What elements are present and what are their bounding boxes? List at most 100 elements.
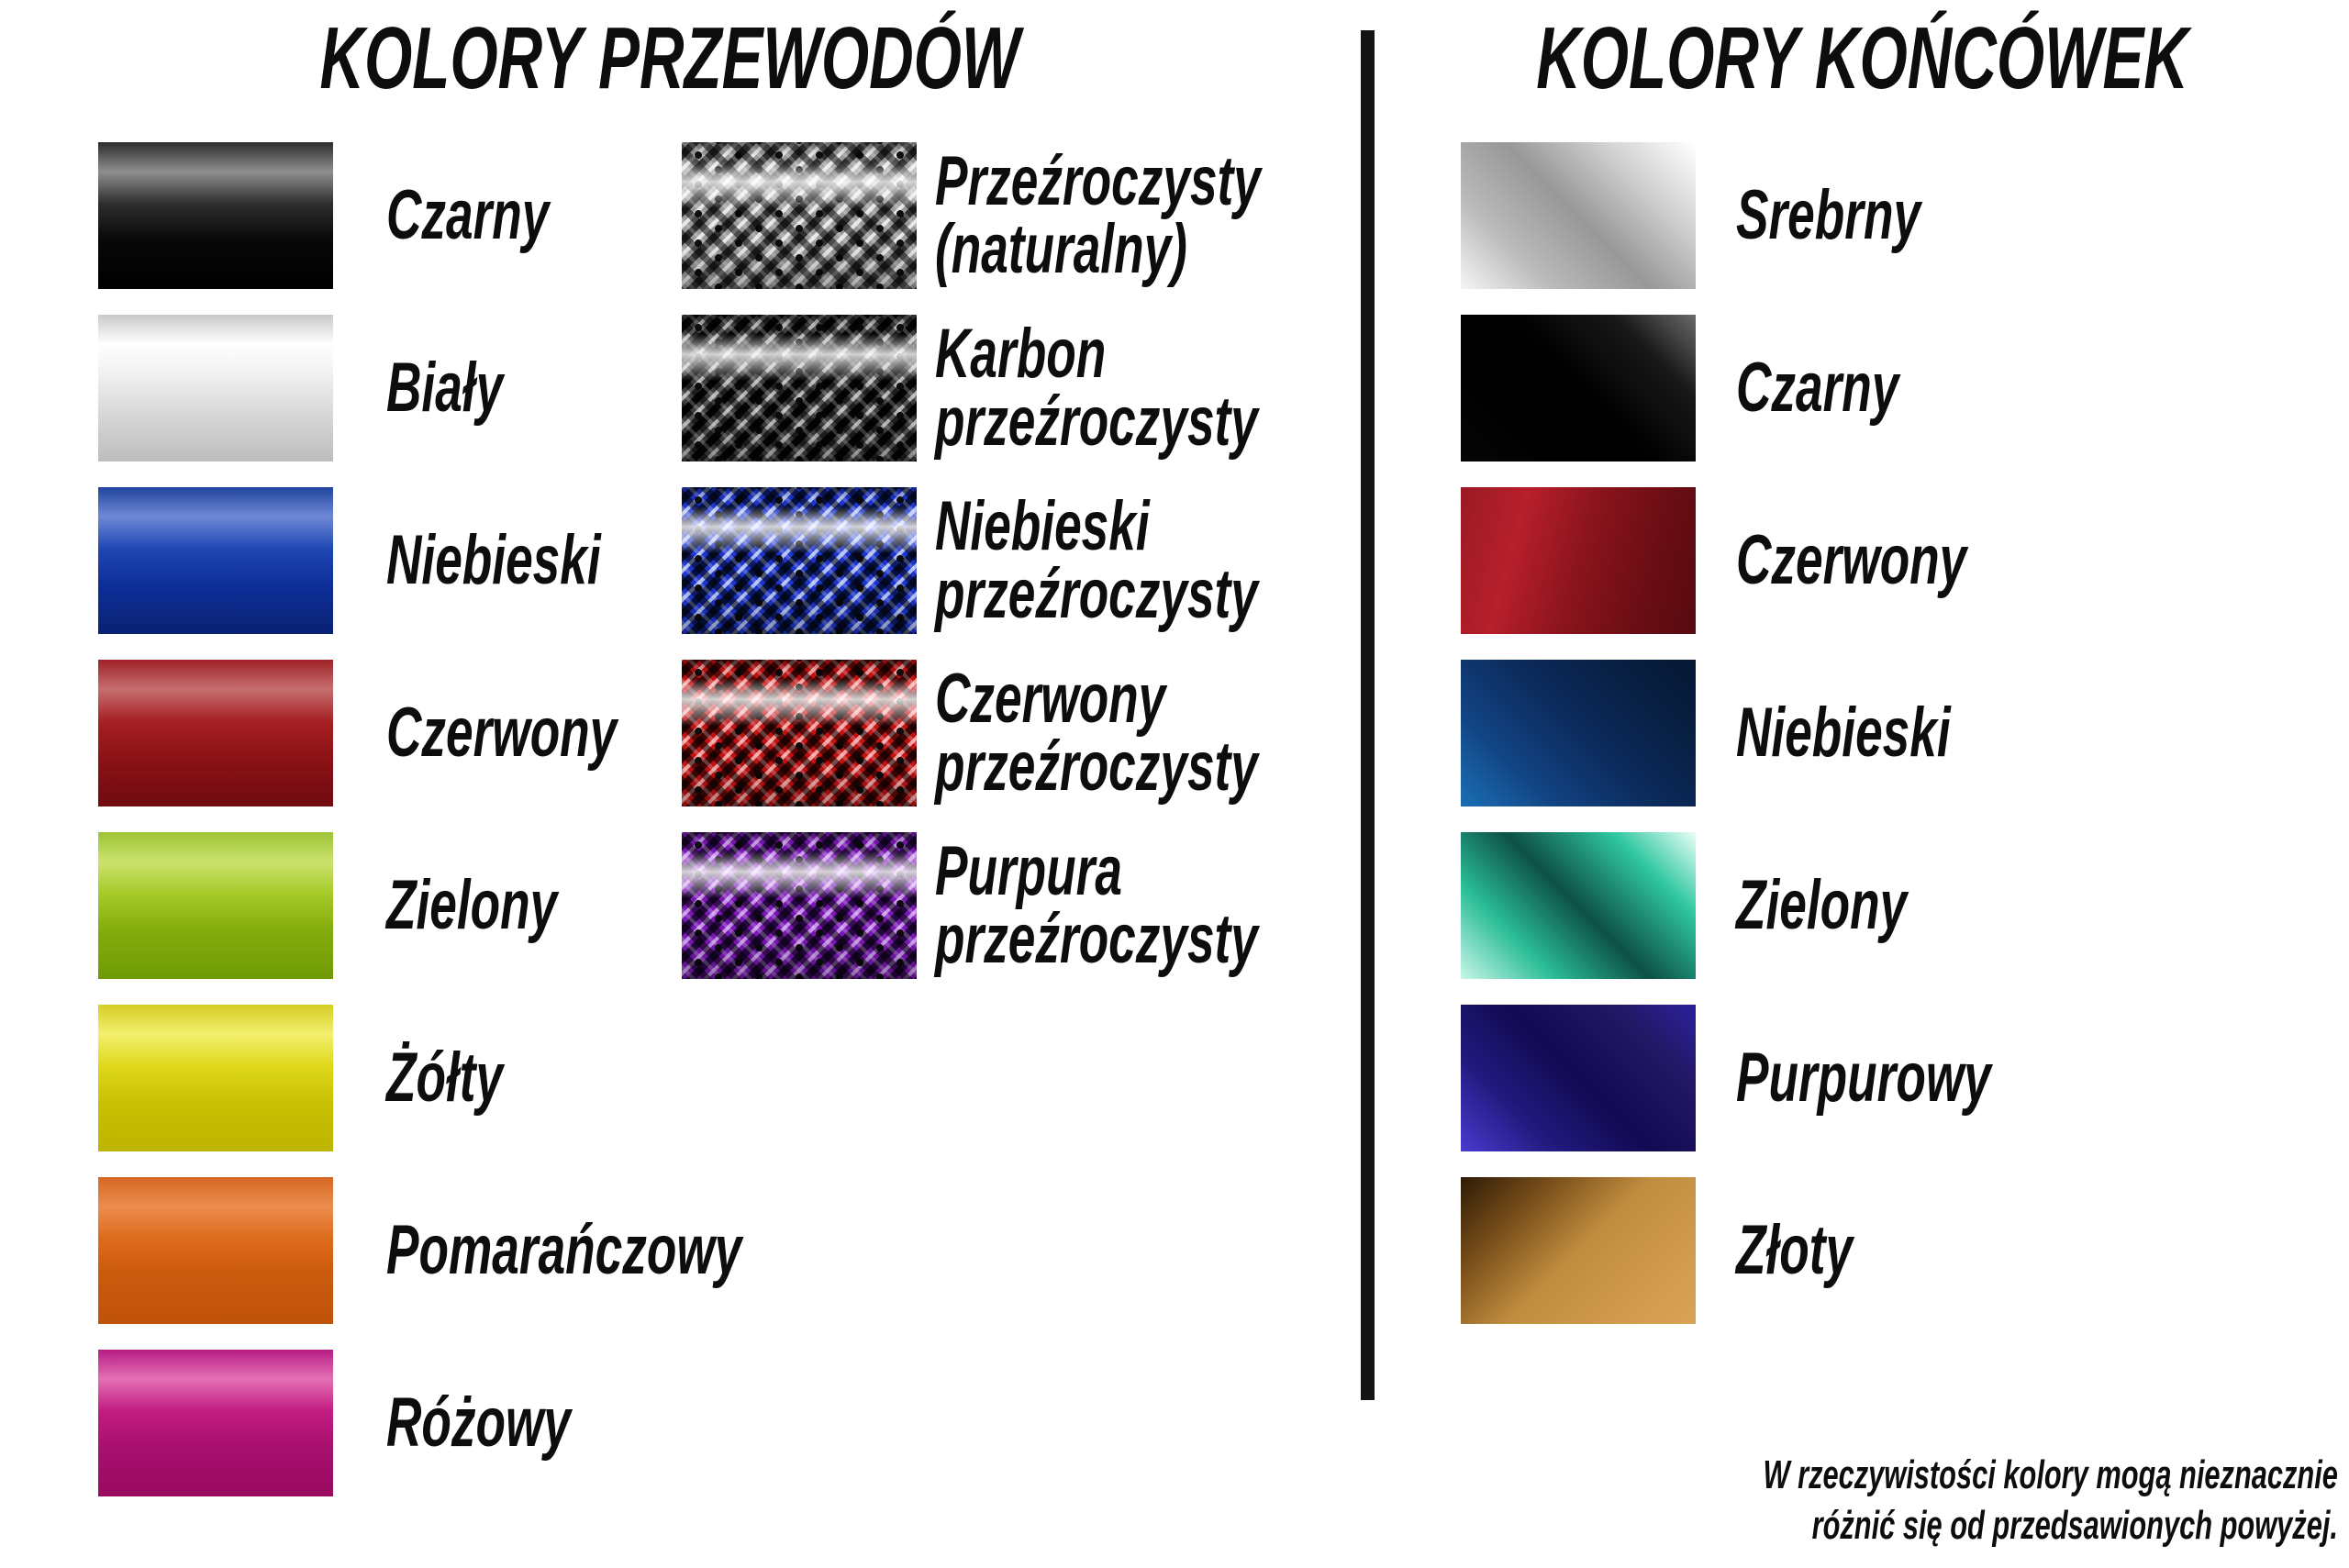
color-label-text: Pomarańczowy	[386, 1210, 742, 1289]
wire-solid-color-list: Czarny Biały Niebieski Czerwony Zielony …	[98, 142, 894, 1496]
color-label-text: Karbon przeźroczysty	[935, 314, 1258, 461]
tips-section-title: KOLORY KOŃCÓWEK	[1376, 15, 2349, 103]
wire-braided-color-list: Przeźroczysty (naturalny) Karbon przeźrocz…	[682, 142, 1400, 979]
color-row-zolty: Żółty	[98, 1005, 894, 1151]
color-label-line1: Czerwony	[935, 659, 1166, 738]
color-label-text: Zielony	[386, 865, 558, 944]
color-row-czerwony-tip: Czerwony	[1461, 487, 2100, 634]
color-label: Przeźroczysty (naturalny)	[935, 141, 1400, 288]
color-label: Czerwony	[386, 693, 716, 772]
color-row-bialy: Biały	[98, 315, 894, 462]
color-label-line2: przeźroczysty	[935, 900, 1258, 978]
color-label-line2: (naturalny)	[935, 210, 1187, 288]
color-disclaimer-text: W rzeczywistości kolory mogą nieznacznie…	[1764, 1450, 2338, 1551]
color-label: Złoty	[1736, 1210, 1903, 1289]
tip-swatch-czerwony	[1461, 487, 1696, 634]
color-label: Pomarańczowy	[386, 1210, 894, 1289]
color-label-text: Zielony	[1736, 865, 1908, 944]
color-row-czerwony-przezroczysty: Czerwony przeźroczysty	[682, 660, 1400, 806]
braid-swatch-niebieski	[682, 487, 917, 634]
braid-swatch-przezroczysty	[682, 142, 917, 289]
color-label: Różowy	[386, 1383, 650, 1462]
braid-swatch-karbon	[682, 315, 917, 462]
color-row-czarny-tip: Czarny	[1461, 315, 2100, 462]
color-row-zielony-tip: Zielony	[1461, 832, 2100, 979]
color-label-text: Żółty	[386, 1038, 504, 1117]
color-row-czarny: Czarny	[98, 142, 894, 289]
color-label-line2: przeźroczysty	[935, 555, 1258, 633]
wire-swatch-czerwony	[98, 660, 333, 806]
color-label: Czarny	[1736, 348, 1968, 427]
color-label-text: Czerwony przeźroczysty	[935, 659, 1258, 806]
tip-swatch-niebieski	[1461, 660, 1696, 806]
color-label-text: Różowy	[386, 1383, 571, 1462]
color-label: Karbon przeźroczysty	[935, 314, 1397, 461]
color-label-text: Biały	[386, 348, 504, 427]
color-label-text: Niebieski	[386, 520, 601, 599]
wire-swatch-bialy	[98, 315, 333, 462]
section-divider	[1361, 30, 1375, 1400]
color-label: Srebrny	[1736, 175, 1999, 254]
color-label-text: Czarny	[386, 175, 550, 254]
color-label: Czerwony przeźroczysty	[935, 659, 1397, 806]
color-label: Czerwony	[1736, 520, 2065, 599]
color-row-karbon-przezroczysty: Karbon przeźroczysty	[682, 315, 1400, 462]
color-row-czerwony: Czerwony	[98, 660, 894, 806]
tip-swatch-zloty	[1461, 1177, 1696, 1324]
color-disclaimer-note: W rzeczywistości kolory mogą nieznacznie…	[1145, 1450, 2338, 1551]
wires-section-title-text: KOLORY PRZEWODÓW	[319, 9, 1020, 107]
color-row-rozowy: Różowy	[98, 1350, 894, 1496]
color-label-line1: Purpura	[935, 831, 1122, 910]
disclaimer-line1: W rzeczywistości kolory mogą nieznacznie	[1763, 1452, 2338, 1497]
color-row-purpurowy-tip: Purpurowy	[1461, 1005, 2100, 1151]
color-row-niebieski: Niebieski	[98, 487, 894, 634]
color-label: Purpurowy	[1736, 1042, 2100, 1112]
color-label-text: Niebieski przeźroczysty	[935, 486, 1258, 633]
color-label: Czarny	[386, 175, 618, 254]
tips-section-title-text: KOLORY KOŃCÓWEK	[1536, 9, 2189, 107]
wires-section-title: KOLORY PRZEWODÓW	[0, 15, 1340, 103]
color-label: Zielony	[386, 865, 630, 944]
color-label-text: Czarny	[1736, 348, 1899, 427]
color-label: Niebieski	[1736, 693, 2043, 772]
color-label-text: Czerwony	[386, 693, 618, 772]
wire-swatch-pomaranczowy	[98, 1177, 333, 1324]
color-row-przezroczysty-naturalny: Przeźroczysty (naturalny)	[682, 142, 1400, 289]
color-label-text: Złoty	[1736, 1210, 1854, 1289]
color-label-line2: przeźroczysty	[935, 728, 1258, 806]
color-row-srebrny: Srebrny	[1461, 142, 2100, 289]
color-row-niebieski-tip: Niebieski	[1461, 660, 2100, 806]
braid-swatch-purpura	[682, 832, 917, 979]
color-label-text: Srebrny	[1736, 175, 1921, 254]
color-label-line1: Niebieski	[935, 486, 1150, 565]
color-label: Purpura przeźroczysty	[935, 831, 1397, 978]
tip-swatch-srebrny	[1461, 142, 1696, 289]
color-row-zloty-tip: Złoty	[1461, 1177, 2100, 1324]
wire-swatch-niebieski	[98, 487, 333, 634]
color-label: Biały	[386, 348, 553, 427]
color-label-line1: Karbon	[935, 314, 1107, 393]
wire-swatch-czarny	[98, 142, 333, 289]
color-label-line1: Przeźroczysty	[935, 141, 1261, 220]
braid-swatch-czerwony	[682, 660, 917, 806]
color-label: Niebieski	[386, 520, 693, 599]
color-label: Zielony	[1736, 865, 1980, 944]
wire-swatch-rozowy	[98, 1350, 333, 1496]
color-label: Żółty	[386, 1038, 553, 1117]
color-label-text: Niebieski	[1736, 693, 1951, 772]
color-row-pomaranczowy: Pomarańczowy	[98, 1177, 894, 1324]
color-label-text: Czerwony	[1736, 520, 1967, 599]
color-row-purpura-przezroczysty: Purpura przeźroczysty	[682, 832, 1400, 979]
tip-swatch-zielony	[1461, 832, 1696, 979]
wire-swatch-zolty	[98, 1005, 333, 1151]
wire-swatch-zielony	[98, 832, 333, 979]
disclaimer-line2: różnić się od przedsawionych powyżej.	[1811, 1503, 2338, 1548]
color-label-text: Purpura przeźroczysty	[935, 831, 1258, 978]
tip-color-list: Srebrny Czarny Czerwony Niebieski Zielon…	[1461, 142, 2100, 1324]
tip-swatch-czarny	[1461, 315, 1696, 462]
color-row-niebieski-przezroczysty: Niebieski przeźroczysty	[682, 487, 1400, 634]
color-row-zielony: Zielony	[98, 832, 894, 979]
color-label-line2: przeźroczysty	[935, 383, 1258, 461]
color-label-text: Przeźroczysty (naturalny)	[935, 141, 1261, 288]
